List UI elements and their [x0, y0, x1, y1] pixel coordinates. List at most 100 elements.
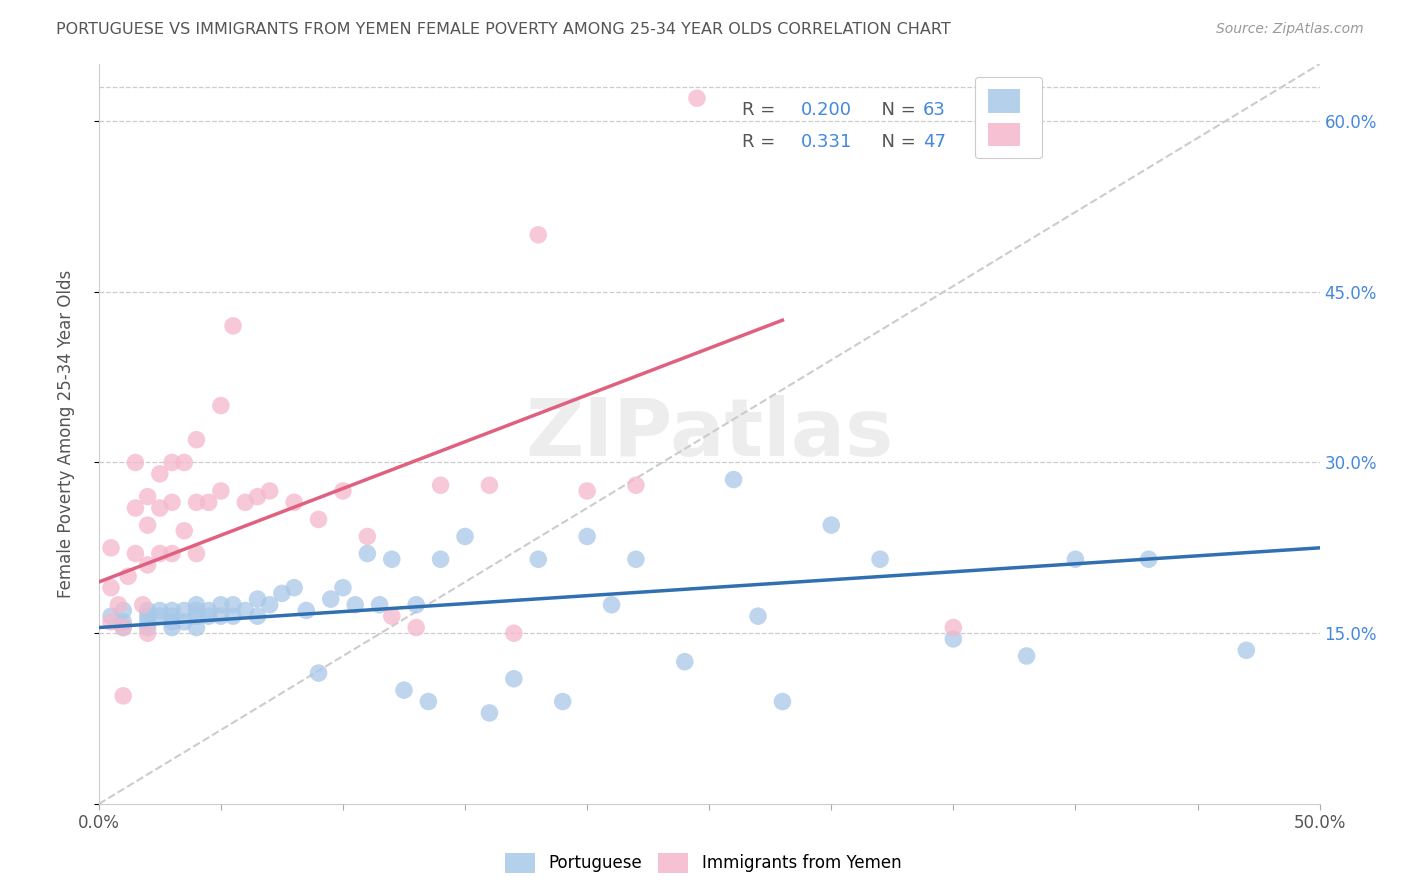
Point [820, 518, 842, 533]
Point [149, 609, 172, 624]
Point [136, 603, 159, 617]
Point [770, 694, 793, 708]
Point [502, 672, 524, 686]
Point [132, 598, 155, 612]
Point [332, 581, 354, 595]
Point [209, 598, 232, 612]
Point [173, 455, 195, 469]
Point [673, 655, 696, 669]
Point [209, 399, 232, 413]
Point [197, 495, 219, 509]
Point [869, 552, 891, 566]
Point [136, 615, 159, 629]
Legend: Portuguese, Immigrants from Yemen: Portuguese, Immigrants from Yemen [498, 847, 908, 880]
Point [112, 621, 135, 635]
Point [454, 529, 477, 543]
Point [392, 683, 415, 698]
Point [124, 501, 146, 516]
Point [100, 609, 122, 624]
Point [405, 621, 427, 635]
Point [100, 581, 122, 595]
Point [344, 598, 367, 612]
Text: N =: N = [870, 133, 922, 151]
Point [100, 615, 122, 629]
Point [160, 495, 183, 509]
Point [259, 483, 281, 498]
Point [576, 483, 599, 498]
Text: ZIPatlas: ZIPatlas [524, 395, 893, 473]
Point [381, 609, 404, 624]
Point [107, 598, 129, 612]
Point [100, 541, 122, 555]
Point [222, 598, 245, 612]
Legend: , : , [976, 77, 1042, 159]
Point [136, 490, 159, 504]
Point [149, 603, 172, 617]
Point [271, 586, 294, 600]
Point [527, 227, 550, 242]
Point [418, 694, 440, 708]
Point [283, 581, 305, 595]
Point [186, 547, 208, 561]
Point [723, 473, 745, 487]
Point [233, 603, 256, 617]
Point [527, 552, 550, 566]
Point [160, 609, 183, 624]
Point [686, 91, 709, 105]
Point [149, 547, 172, 561]
Point [478, 478, 501, 492]
Point [160, 455, 183, 469]
Point [197, 609, 219, 624]
Point [624, 478, 647, 492]
Point [246, 490, 269, 504]
Text: Source: ZipAtlas.com: Source: ZipAtlas.com [1216, 22, 1364, 37]
Point [186, 621, 208, 635]
Point [186, 433, 208, 447]
Point [405, 598, 427, 612]
Text: N =: N = [870, 101, 922, 119]
Point [124, 455, 146, 469]
Point [429, 552, 451, 566]
Point [186, 603, 208, 617]
Point [356, 529, 378, 543]
Point [186, 495, 208, 509]
Point [112, 621, 135, 635]
Text: 47: 47 [922, 133, 946, 151]
Point [246, 609, 269, 624]
Point [112, 615, 135, 629]
Text: R =: R = [742, 133, 787, 151]
Point [942, 632, 965, 646]
Point [124, 547, 146, 561]
Text: 0.200: 0.200 [801, 101, 852, 119]
Text: 63: 63 [922, 101, 946, 119]
Point [576, 529, 599, 543]
Text: R =: R = [742, 101, 782, 119]
Point [222, 609, 245, 624]
Point [173, 603, 195, 617]
Point [233, 495, 256, 509]
Point [283, 495, 305, 509]
Point [381, 552, 404, 566]
Point [259, 598, 281, 612]
Point [160, 615, 183, 629]
Point [478, 706, 501, 720]
Point [551, 694, 574, 708]
Text: PORTUGUESE VS IMMIGRANTS FROM YEMEN FEMALE POVERTY AMONG 25-34 YEAR OLDS CORRELA: PORTUGUESE VS IMMIGRANTS FROM YEMEN FEMA… [56, 22, 950, 37]
Point [332, 483, 354, 498]
Point [246, 592, 269, 607]
Point [295, 603, 318, 617]
Point [136, 609, 159, 624]
Point [112, 689, 135, 703]
Point [308, 512, 330, 526]
Point [356, 547, 378, 561]
Point [624, 552, 647, 566]
Point [308, 666, 330, 681]
Point [186, 609, 208, 624]
Point [197, 603, 219, 617]
Point [136, 518, 159, 533]
Point [136, 621, 159, 635]
Point [160, 603, 183, 617]
Point [319, 592, 342, 607]
Point [112, 603, 135, 617]
Point [1015, 648, 1038, 663]
